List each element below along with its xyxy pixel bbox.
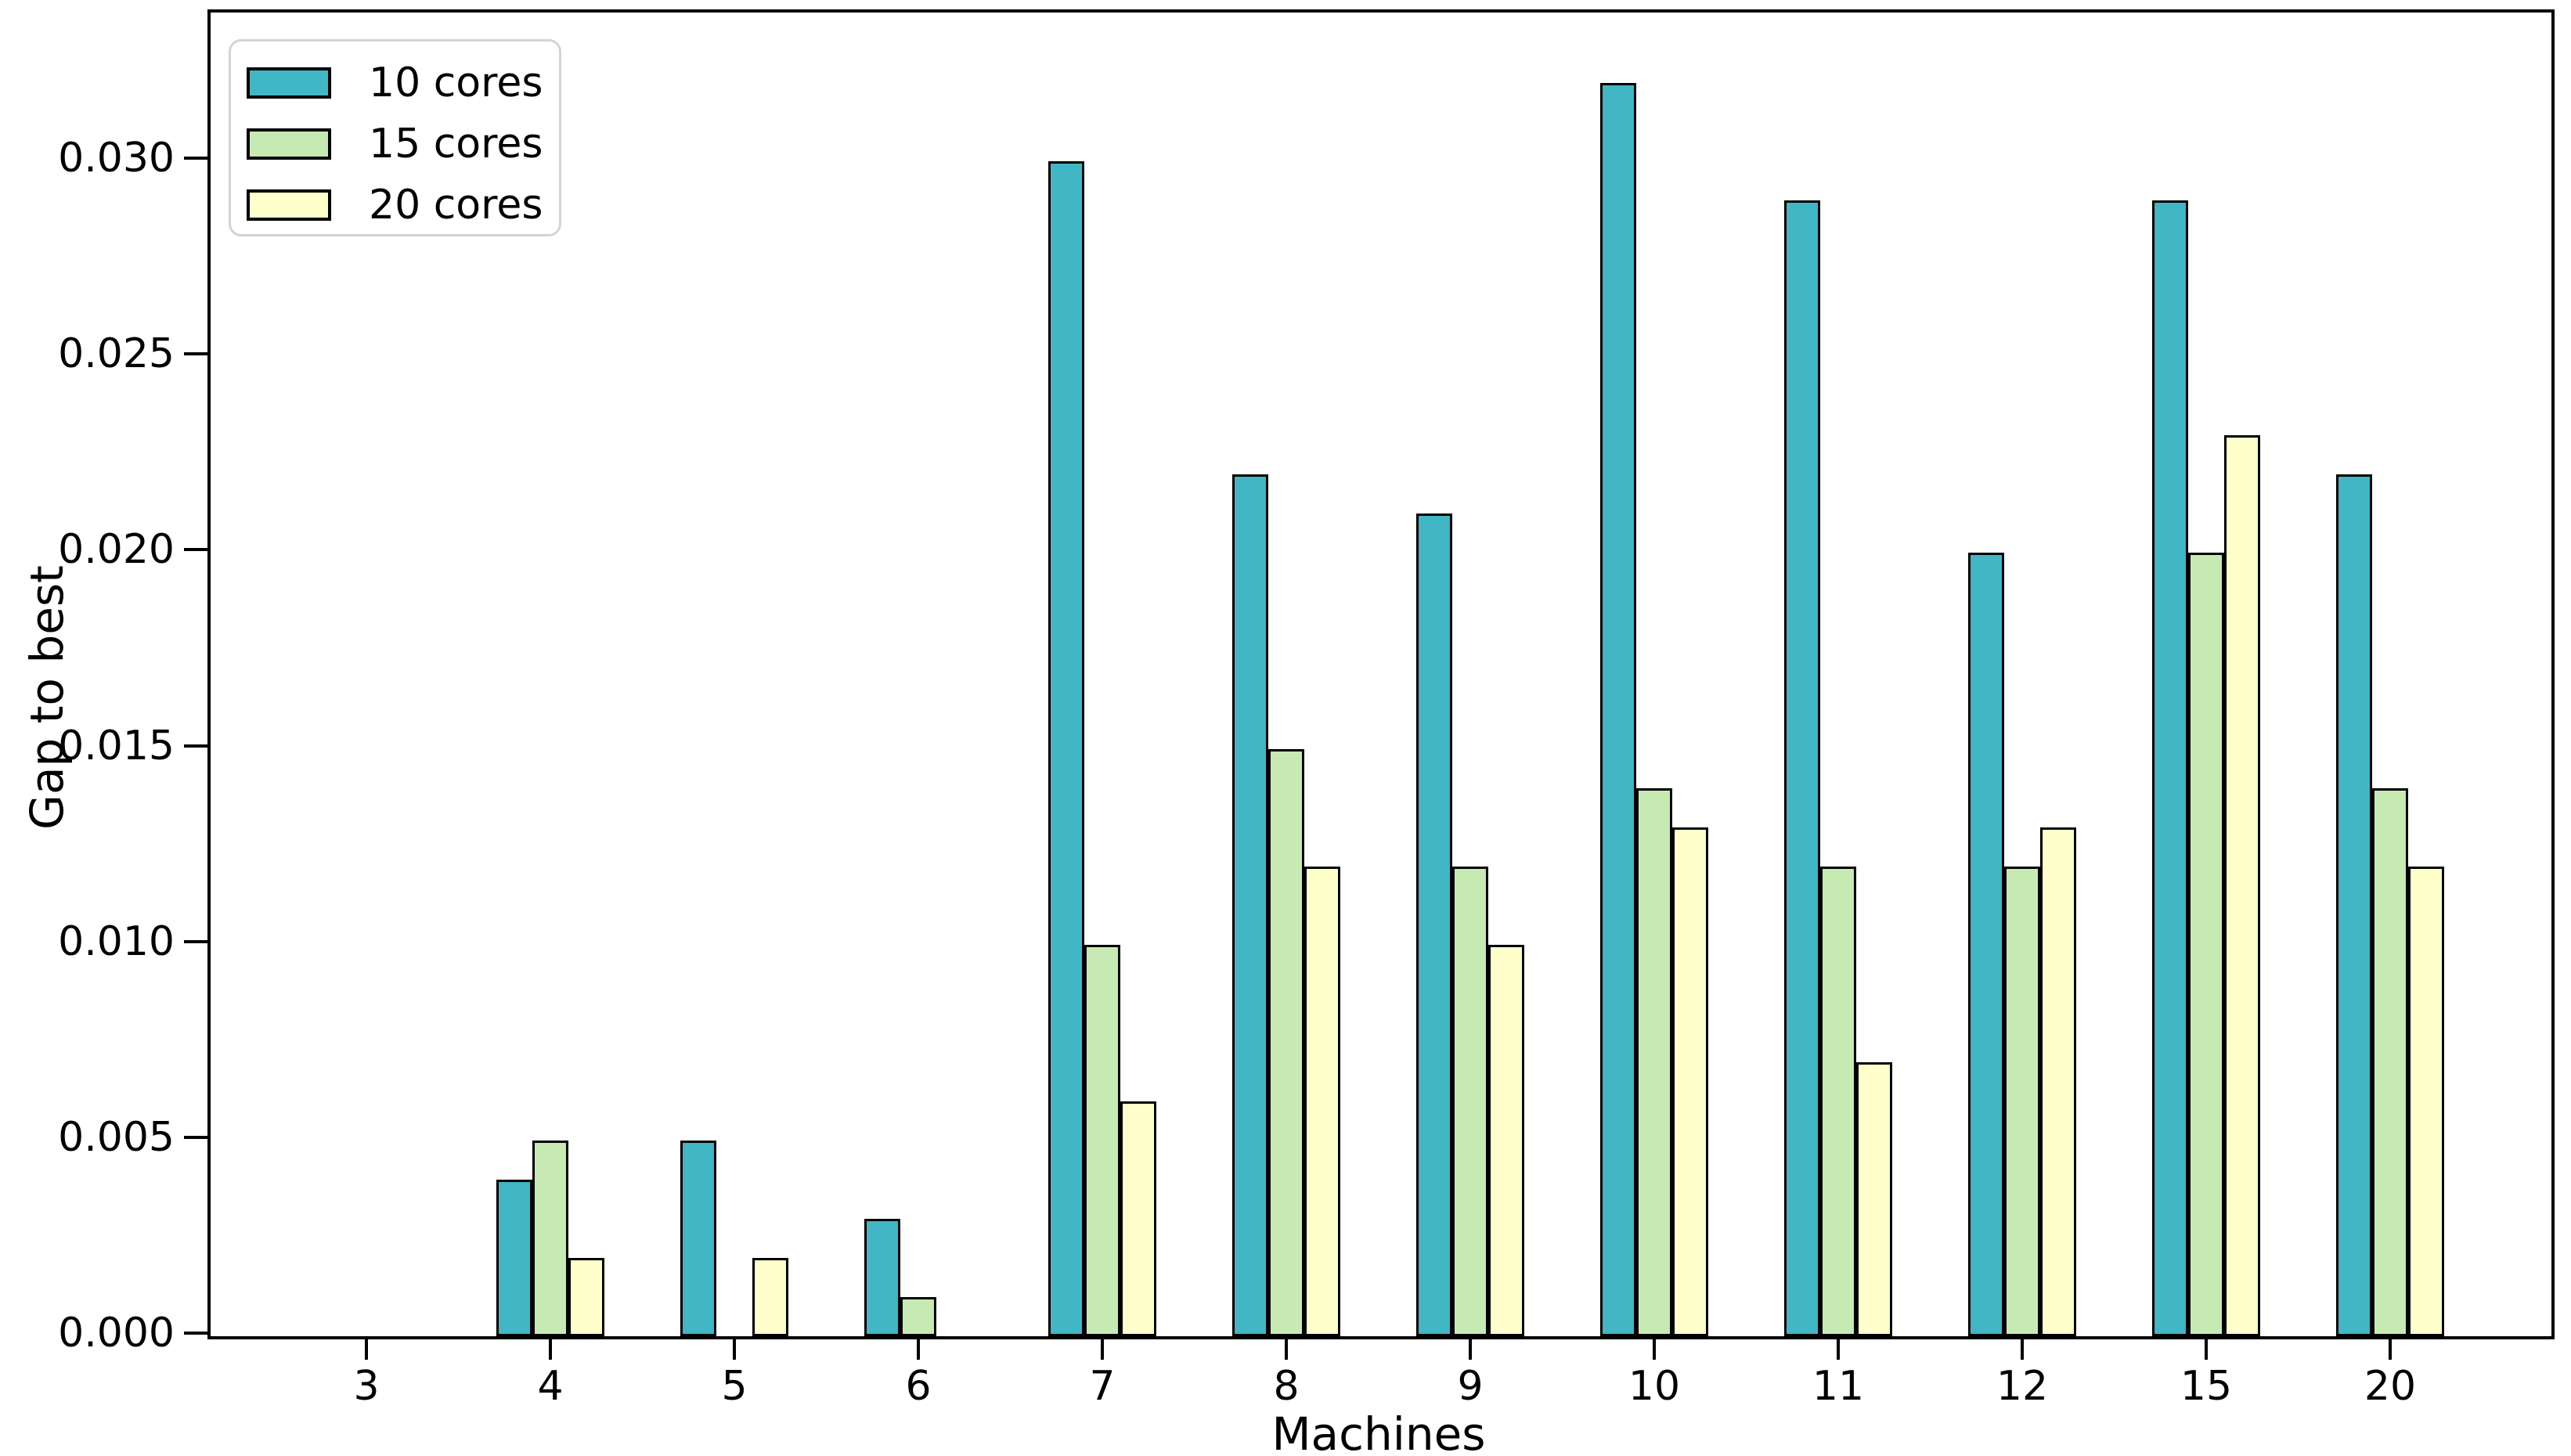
- bar-10-cores-machine-8: [1232, 474, 1268, 1336]
- bar-20-cores-machine-20: [2408, 866, 2444, 1336]
- bar-15-cores-machine-9: [1452, 866, 1488, 1336]
- bar-15-cores-machine-7: [1084, 944, 1120, 1336]
- bar-10-cores-machine-7: [1048, 161, 1084, 1336]
- bar-20-cores-machine-11: [1856, 1061, 1892, 1336]
- y-tick-mark: [184, 744, 207, 748]
- x-tick-mark: [2389, 1336, 2392, 1360]
- bar-20-cores-machine-8: [1304, 866, 1340, 1336]
- x-tick-mark: [549, 1336, 552, 1360]
- x-tick-mark: [1653, 1336, 1656, 1360]
- y-tick-mark: [184, 157, 207, 160]
- bar-15-cores-machine-11: [1820, 866, 1856, 1336]
- bar-10-cores-machine-4: [496, 1179, 532, 1336]
- y-axis-label: Gap to best: [20, 565, 74, 830]
- x-tick-mark: [1469, 1336, 1472, 1360]
- y-tick-mark: [184, 1332, 207, 1335]
- x-tick-label: 15: [2180, 1363, 2233, 1410]
- bar-20-cores-machine-5: [752, 1257, 788, 1336]
- y-tick-label: 0.000: [58, 1310, 175, 1357]
- bar-10-cores-machine-9: [1416, 514, 1452, 1336]
- bar-10-cores-machine-12: [1968, 553, 2004, 1336]
- bar-15-cores-machine-12: [2004, 866, 2040, 1336]
- y-tick-mark: [184, 548, 207, 552]
- legend-row: 10 cores: [247, 52, 559, 114]
- x-tick-label: 9: [1457, 1363, 1484, 1410]
- x-tick-mark: [917, 1336, 920, 1360]
- legend-row: 15 cores: [247, 114, 559, 175]
- bar-20-cores-machine-9: [1488, 944, 1524, 1336]
- legend-swatch-10-cores: [247, 67, 331, 99]
- bar-20-cores-machine-12: [2040, 827, 2076, 1336]
- y-tick-mark: [184, 352, 207, 356]
- y-tick-mark: [184, 939, 207, 943]
- legend-swatch-15-cores: [247, 128, 331, 160]
- bar-10-cores-machine-6: [864, 1218, 900, 1336]
- x-tick-mark: [2205, 1336, 2208, 1360]
- x-tick-label: 4: [537, 1363, 564, 1410]
- y-tick-label: 0.020: [58, 526, 175, 574]
- bar-15-cores-machine-20: [2372, 787, 2408, 1336]
- y-tick-label: 0.030: [58, 135, 175, 182]
- legend-label: 10 cores: [369, 59, 543, 106]
- x-tick-label: 8: [1273, 1363, 1300, 1410]
- x-tick-mark: [1101, 1336, 1104, 1360]
- bar-10-cores-machine-5: [680, 1140, 716, 1336]
- y-tick-label: 0.025: [58, 330, 175, 378]
- x-tick-label: 6: [905, 1363, 932, 1410]
- bar-15-cores-machine-6: [900, 1296, 936, 1336]
- legend-label: 15 cores: [369, 121, 543, 168]
- x-tick-mark: [733, 1336, 736, 1360]
- y-tick-label: 0.015: [58, 722, 175, 769]
- y-tick-mark: [184, 1135, 207, 1139]
- x-tick-mark: [1837, 1336, 1840, 1360]
- legend: 10 cores 15 cores 20 cores: [229, 39, 561, 236]
- legend-swatch-20-cores: [247, 189, 331, 221]
- bar-15-cores-machine-8: [1268, 748, 1304, 1336]
- x-tick-label: 10: [1628, 1363, 1681, 1410]
- x-tick-label: 3: [353, 1363, 380, 1410]
- x-tick-mark: [1285, 1336, 1288, 1360]
- bar-15-cores-machine-4: [532, 1140, 568, 1336]
- x-tick-label: 5: [721, 1363, 748, 1410]
- x-tick-label: 20: [2364, 1363, 2417, 1410]
- bar-10-cores-machine-20: [2336, 474, 2372, 1336]
- x-axis-label: Machines: [1271, 1407, 1486, 1456]
- bar-10-cores-machine-15: [2152, 200, 2188, 1336]
- x-tick-label: 7: [1089, 1363, 1116, 1410]
- x-tick-label: 11: [1812, 1363, 1865, 1410]
- x-tick-mark: [2021, 1336, 2024, 1360]
- bar-20-cores-machine-4: [568, 1257, 604, 1336]
- y-tick-label: 0.010: [58, 917, 175, 965]
- legend-row: 20 cores: [247, 175, 559, 236]
- plot-area: [207, 9, 2555, 1339]
- bar-10-cores-machine-11: [1784, 200, 1820, 1336]
- legend-label: 20 cores: [369, 182, 543, 229]
- bar-20-cores-machine-15: [2224, 435, 2260, 1336]
- y-tick-label: 0.005: [58, 1113, 175, 1161]
- bar-15-cores-machine-15: [2188, 553, 2224, 1336]
- x-tick-label: 12: [1996, 1363, 2049, 1410]
- bar-20-cores-machine-7: [1120, 1101, 1156, 1336]
- bar-20-cores-machine-10: [1672, 827, 1708, 1336]
- bar-15-cores-machine-10: [1636, 787, 1672, 1336]
- x-tick-mark: [365, 1336, 368, 1360]
- bar-10-cores-machine-10: [1600, 83, 1636, 1336]
